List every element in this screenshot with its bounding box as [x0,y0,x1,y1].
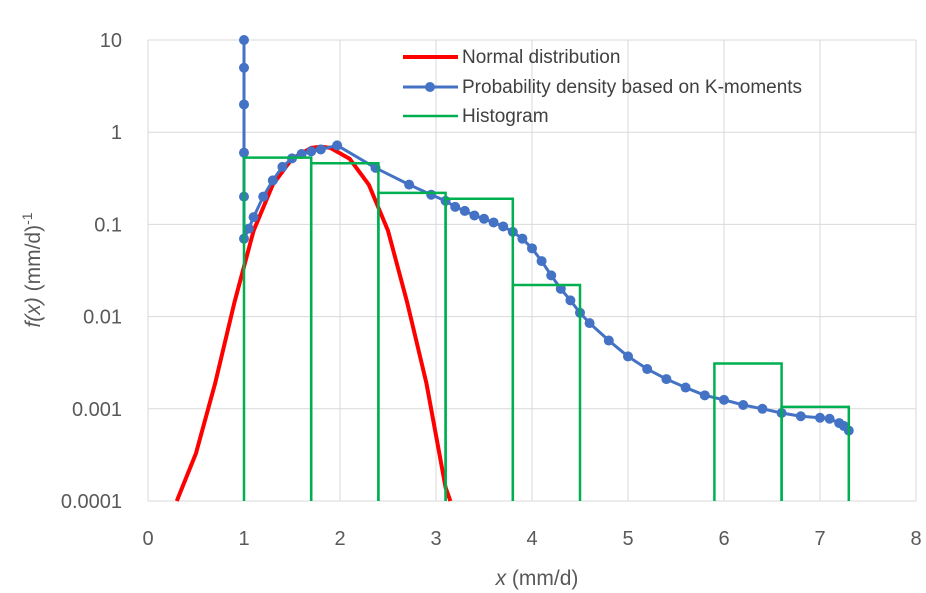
gridlines [147,39,917,502]
legend-swatch-marker [425,82,435,92]
k-moments-point [565,295,576,306]
k-moments-point [661,374,672,385]
k-moments-point [517,233,528,244]
k-moments-point [719,394,729,405]
x-tick-label: 0 [142,528,153,550]
y-tick-label: 0.1 [94,214,122,236]
legend-entry: Histogram [403,106,549,127]
k-moments-point [243,223,254,234]
histogram-bar [444,197,515,501]
legend-label: Histogram [462,106,549,127]
histogram-series [242,156,851,501]
legend: Normal distribution Probability density b… [403,47,802,127]
k-moments-point [248,212,259,223]
y-tick-label: 1 [111,122,122,144]
k-moments-point [239,147,249,158]
k-moments-point [738,399,749,410]
k-moments-point [239,35,249,45]
histogram-bar [242,156,313,501]
k-moments-point [306,146,317,157]
x-tick-label: 3 [430,528,441,550]
k-moments-point [239,99,249,110]
k-moments-point [680,382,691,393]
k-moments-point [332,140,343,151]
k-moments-point [527,243,537,254]
plot-area [174,35,854,502]
x-tick-label: 4 [526,528,537,550]
y-tick-label: 10 [100,30,122,52]
x-tick-label: 2 [334,528,345,550]
k-moments-point [239,62,249,73]
k-moments-point [795,411,806,422]
normal-distribution-line [174,144,453,502]
x-tick-label: 8 [910,528,921,550]
k-moments-point [555,283,566,294]
y-axis-title: f(x) (mm/d)-1 [19,212,45,327]
k-moments-point [459,205,470,216]
k-moments-point [699,390,710,401]
y-tick-label: 0.001 [72,399,122,421]
legend-entry: Probability density based on K-moments [403,77,802,98]
y-tick-label: 0.0001 [61,491,122,513]
k-moments-point [815,412,825,423]
x-axis-title: x (mm/d) [495,567,579,590]
k-moments-line [242,40,850,432]
k-moments-point [546,270,557,281]
k-moments-point [315,144,326,155]
k-moments-point [536,256,547,267]
k-moments-point [623,351,633,362]
k-moments-point [469,210,480,221]
k-moments-point [258,191,269,202]
legend-label: Normal distribution [462,47,620,68]
k-moments-point [277,161,288,172]
x-tick-label: 7 [814,528,825,550]
k-moments-point [603,335,614,346]
k-moments-point [824,413,835,424]
k-moments-point [404,179,415,190]
k-moments-point [267,175,278,186]
legend-label: Probability density based on K-moments [462,77,802,98]
k-moments-point [450,201,461,212]
y-tick-label: 0.01 [83,307,122,329]
k-moments-point [498,221,509,232]
k-moments-point [479,213,489,224]
k-moments-point [488,217,499,228]
tick-labels: 0 1 2 3 4 5 6 7 8 0.0001 0.001 0.01 0.1 1 10 [61,30,922,550]
axis-titles: x (mm/d) f(x) (mm/d)-1 [19,212,578,590]
histogram-bar [511,283,582,501]
k-moments-point [757,403,768,414]
x-tick-label: 5 [622,528,633,550]
x-tick-label: 6 [718,528,729,550]
x-tick-label: 1 [238,528,249,550]
k-moments-point [584,318,595,329]
k-moments-point [642,364,653,375]
k-moments-point [426,189,437,200]
histogram-bar [309,162,380,501]
histogram-bar [780,405,851,501]
legend-entry: Normal distribution [403,47,620,68]
